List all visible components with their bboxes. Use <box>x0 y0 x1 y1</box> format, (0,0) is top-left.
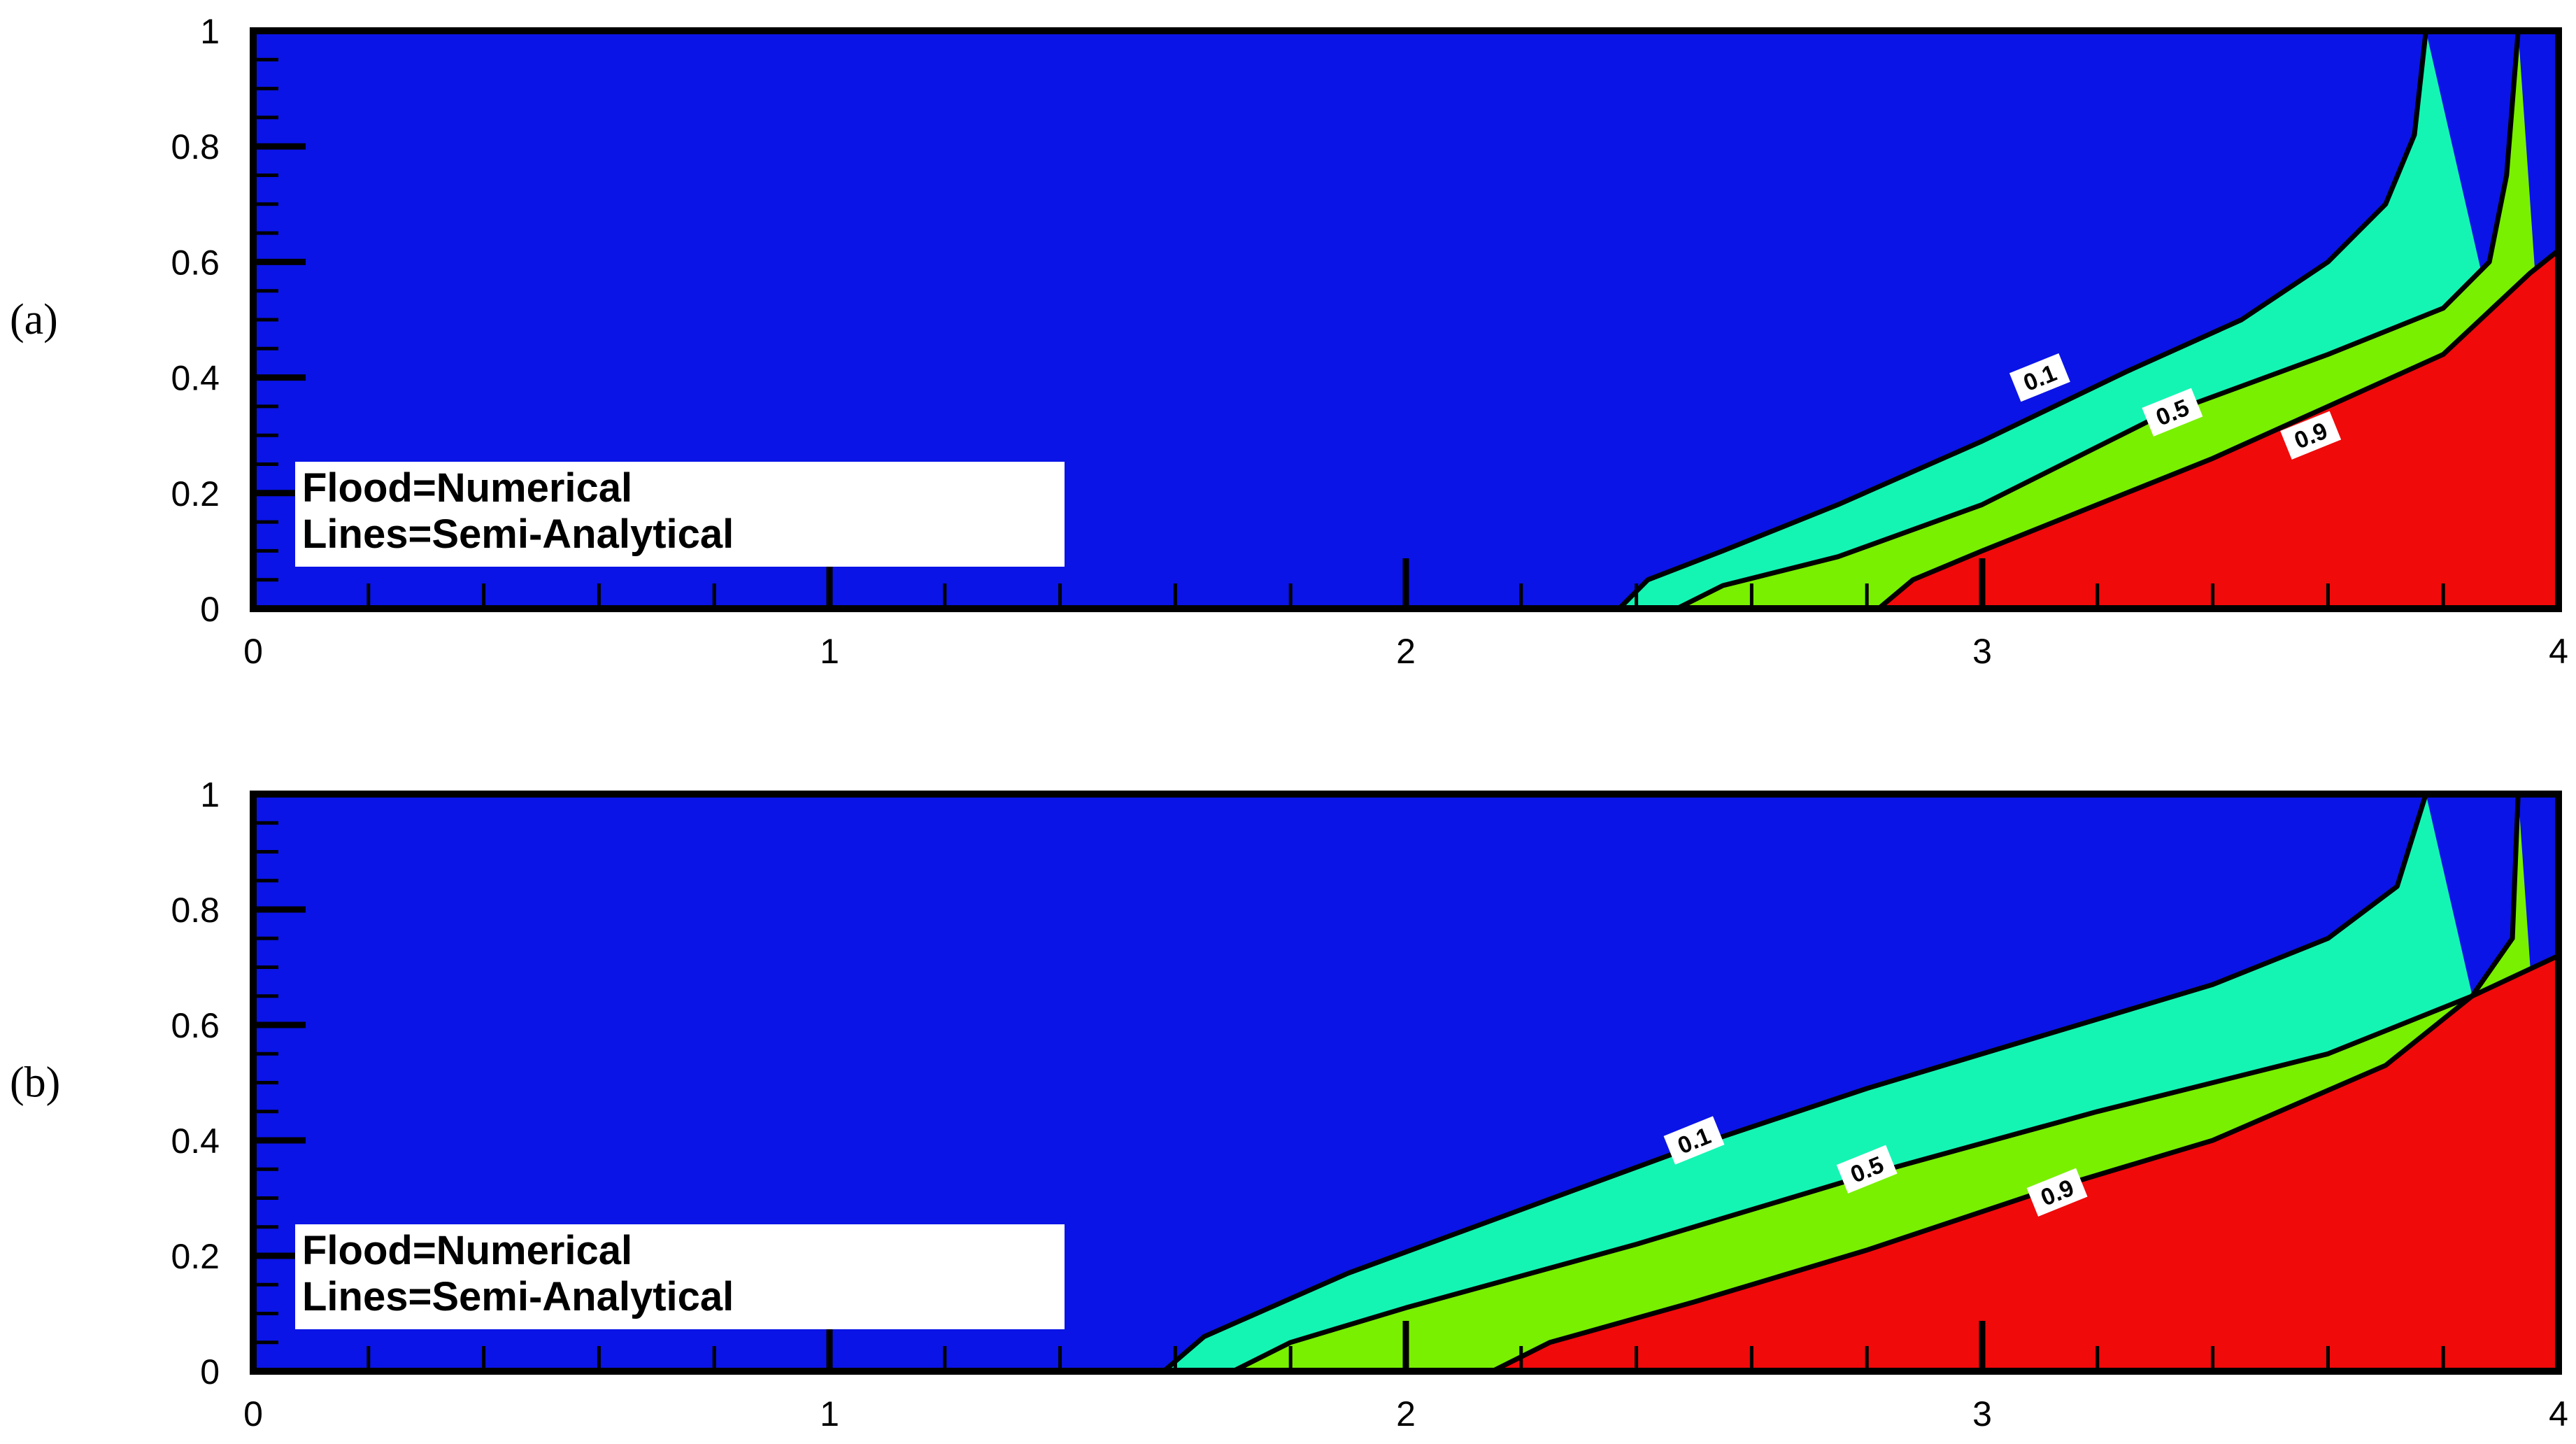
y-tick-label: 1 <box>200 12 220 51</box>
contour-label-box <box>2280 411 2342 460</box>
y-tick-label: 0.2 <box>171 474 220 514</box>
contour-line-0.1 <box>1162 794 2428 1371</box>
contour-label-box <box>2142 388 2203 437</box>
contour-label-box <box>2009 353 2070 402</box>
y-tick-label: 0.6 <box>171 1006 220 1045</box>
y-tick-label: 0 <box>200 1352 220 1392</box>
x-tick-label: 2 <box>1396 1394 1416 1434</box>
y-tick-label: 0.2 <box>171 1237 220 1276</box>
contour-line-0.5 <box>1675 31 2521 609</box>
contour-line-0.5 <box>1232 794 2521 1371</box>
panel-a: 0.10.50.90 1 2 3 400.20.40.60.81(a)Flood=Num… <box>10 12 2568 671</box>
contour-label-box <box>1836 1145 1898 1194</box>
y-tick-label: 0.4 <box>171 1121 220 1161</box>
y-tick-label: 0.8 <box>171 127 220 167</box>
flood-region-0.9 <box>1878 250 2559 609</box>
x-tick-label: 4 <box>2549 1394 2568 1434</box>
x-tick-label: 4 <box>2549 632 2568 671</box>
y-tick-label: 0 <box>200 590 220 629</box>
y-tick-label: 0.8 <box>171 891 220 930</box>
x-tick-label: 1 <box>820 1394 839 1434</box>
y-tick-label: 0.4 <box>171 359 220 398</box>
legend-box <box>295 462 1065 567</box>
contour-line-0.1 <box>1617 31 2428 609</box>
y-tick-label: 1 <box>200 775 220 814</box>
panel-label: (a) <box>10 296 58 344</box>
x-tick-label: 3 <box>1972 632 1992 671</box>
legend-entry: Lines=Semi-Analytical <box>302 1274 734 1319</box>
flood-region-0.9 <box>1492 956 2559 1371</box>
x-tick-label: 0 <box>243 1394 263 1434</box>
contour-label-box <box>2026 1168 2088 1217</box>
legend-entry: Flood=Numerical <box>302 1228 632 1273</box>
x-tick-label: 2 <box>1396 632 1416 671</box>
legend-box <box>295 1224 1065 1329</box>
legend-entry: Lines=Semi-Analytical <box>302 511 734 557</box>
legend-entry: Flood=Numerical <box>302 465 632 511</box>
y-tick-label: 0.6 <box>171 243 220 282</box>
x-tick-label: 0 <box>243 632 263 671</box>
x-tick-label: 3 <box>1972 1394 1992 1434</box>
panel-b: 0.10.50.90 1 2 3 400.20.40.60.81(b)Flood=Num… <box>10 775 2568 1434</box>
contour-label-box <box>1663 1116 1725 1165</box>
x-tick-label: 1 <box>820 632 839 671</box>
panel-label: (b) <box>10 1059 60 1107</box>
contour-line-0.9 <box>1877 248 2559 609</box>
